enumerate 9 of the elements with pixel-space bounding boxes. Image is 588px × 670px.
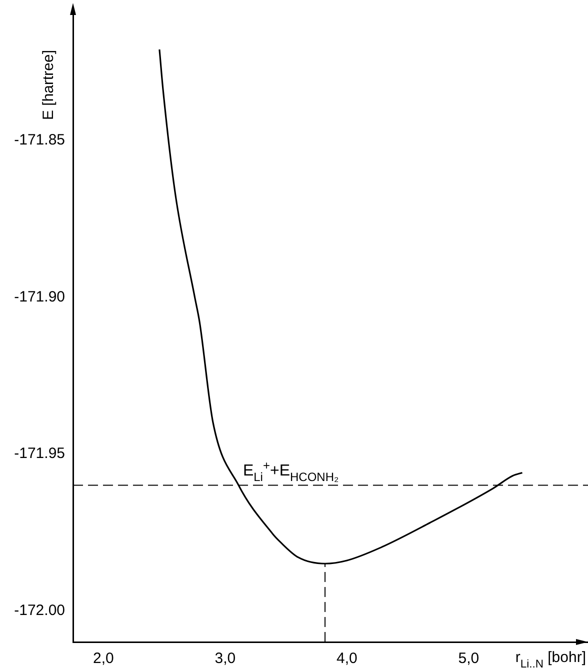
x-tick-label: 2,0	[93, 650, 114, 668]
y-tick-label: -171.95	[14, 445, 65, 462]
y-tick-label: -172.00	[14, 602, 65, 619]
x-tick-label: 4,0	[336, 650, 358, 668]
y-axis-title: E [hartree]	[40, 50, 57, 120]
x-tick-label: 3,0	[214, 650, 236, 668]
x-tick-label: 5,0	[458, 650, 480, 668]
y-tick-label: -171.85	[14, 132, 65, 149]
y-tick-label: -171.90	[14, 288, 65, 306]
